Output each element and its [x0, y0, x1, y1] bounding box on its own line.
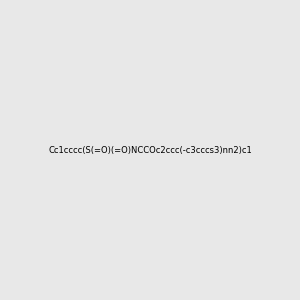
Text: Cc1cccc(S(=O)(=O)NCCOc2ccc(-c3cccs3)nn2)c1: Cc1cccc(S(=O)(=O)NCCOc2ccc(-c3cccs3)nn2)…	[48, 146, 252, 154]
